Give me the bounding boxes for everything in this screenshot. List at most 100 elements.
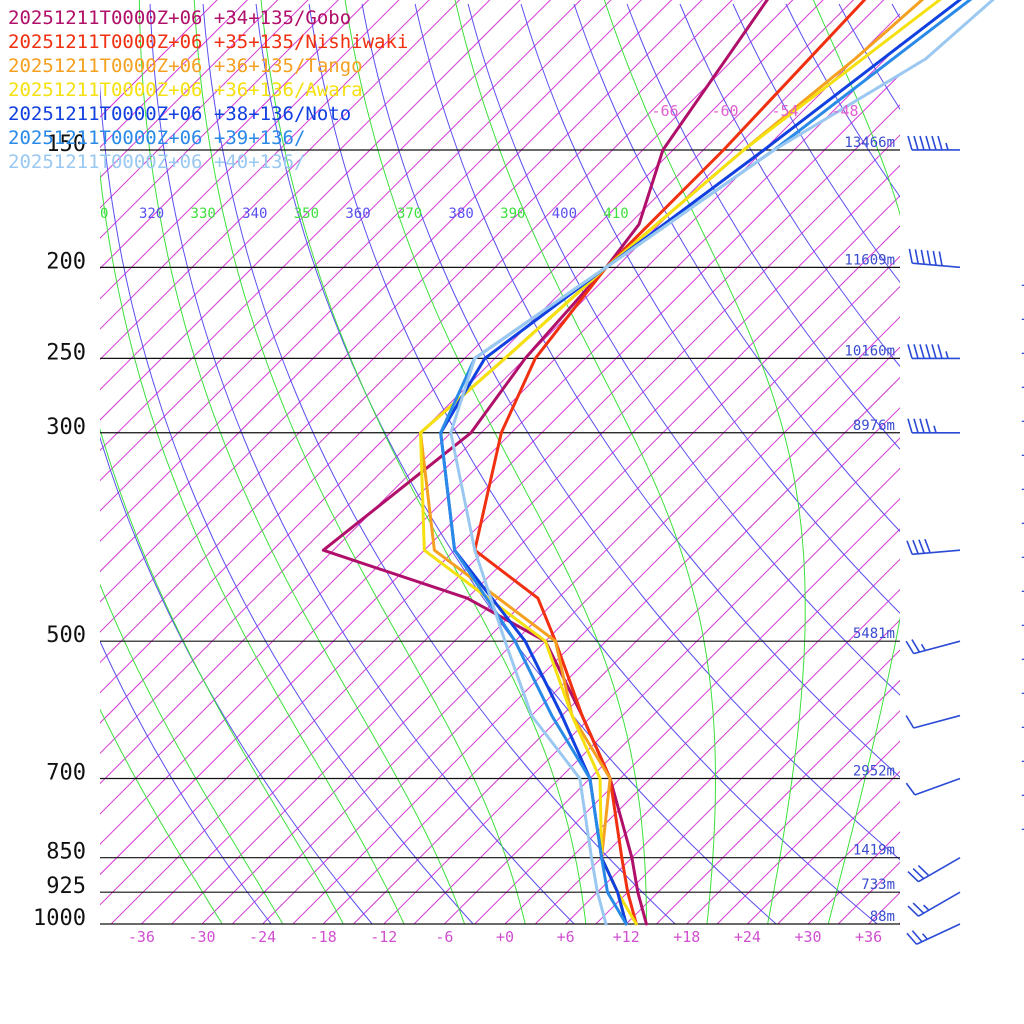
top-isotherm-label: -48 [831,102,858,120]
wind-barb-flag [905,715,915,729]
wind-barb-flag [920,249,925,265]
pressure-label-300: 300 [46,415,86,440]
height-label: 5481m [853,626,895,642]
dry-adiabat-line [626,3,900,450]
wind-barb-flag [937,135,943,151]
moist-adiabat-line [138,0,466,924]
right-edge-glyph: - [1019,411,1024,430]
wind-barb-flag [905,640,915,655]
temperature-tick: +6 [557,928,575,946]
isotherm-line [383,407,900,924]
pressure-label-200: 200 [46,249,86,274]
wind-barb-flag [925,344,931,359]
wind-barb-staff [912,549,961,556]
temperature-tick: +24 [734,928,761,946]
pressure-label-700: 700 [46,760,86,785]
isotherm-line [565,588,900,924]
dry-adiabat-line [100,436,373,924]
temperature-tick: -24 [249,928,276,946]
wind-barb-flag [925,418,931,433]
temperature-tick: -30 [188,928,215,946]
profile-line [449,0,995,926]
right-edge-glyph: - [1019,547,1024,566]
wind-barb [905,714,961,729]
wind-barb [906,923,961,946]
isotherm-line [100,0,642,542]
theta-label: 410 [603,206,628,222]
temperature-tick: +18 [673,928,700,946]
dry-adiabat-line [520,3,900,614]
height-label: 11609m [844,252,895,268]
moist-adiabat-line [100,583,284,924]
isotherm-line [292,316,900,924]
wind-barb [907,891,961,917]
wind-barb-flag [931,135,937,151]
isotherm-line [716,740,900,924]
wind-barb-half [923,904,930,911]
legend-entry: 20251211T0000Z+06 +38+136/Noto [8,103,351,125]
wind-barb-half [921,933,928,940]
wind-barb-flag [908,248,913,264]
isotherm-line [100,0,673,573]
legend-entry: 20251211T0000Z+06 +36+136/Awara [8,79,363,101]
wind-barb-flag [926,250,931,265]
isotherm-line [100,0,794,694]
isotherm-line [322,346,900,924]
moist-adiabat-line [260,0,587,924]
wind-barb-staff [913,714,961,729]
isotherm-line [171,194,900,924]
temperature-profiles [321,0,995,926]
dry-adiabat-line [891,3,900,20]
height-label: 8976m [853,418,895,434]
isotherm-line [353,376,900,924]
right-edge-glyph: - [1019,615,1024,634]
theta-label: 340 [242,206,267,222]
isotherm-line [474,497,900,924]
wind-barb-staff [913,640,961,655]
right-edge-glyph: - [1019,479,1024,498]
theta-label: 350 [294,206,319,222]
pressure-label-1000: 1000 [33,906,86,931]
isotherm-line [100,0,733,633]
isotherm-line [100,0,764,664]
wind-barb [907,418,960,434]
isotherm-line [100,0,339,239]
wind-barb [905,777,961,796]
theta-label: 380 [449,206,474,222]
moist-adiabat-lines [100,0,900,924]
wind-barb-half [920,643,926,651]
right-edge-glyph: - [1019,377,1024,396]
moist-adiabat-line [100,169,405,924]
wind-barbs [905,135,961,946]
theta-label: 0 [100,206,108,222]
wind-barb [908,248,961,269]
theta-label: 320 [139,206,164,222]
theta-labels: 0 320 330 340 350 360 370 380 390 400 410 [100,206,629,222]
temperature-tick: -6 [435,928,453,946]
moist-adiabat-line [812,0,900,924]
isotherm-line [595,619,900,924]
height-labels: 16058m13466m11609m10160m8976m5481m2952m1… [844,135,895,925]
isotherm-line [100,0,885,785]
right-edge-glyph: - [1019,343,1024,362]
isotherm-line [100,0,218,118]
right-edge-glyph: - [1019,751,1024,770]
dry-adiabat-line [202,3,676,924]
right-edge-glyph: - [1019,819,1024,838]
wind-barb-staff [916,923,961,946]
isotherm-line [686,710,900,924]
theta-label: 330 [191,206,216,222]
wind-barb-staff [918,856,961,883]
dry-adiabat-line [100,640,272,924]
isotherm-line [100,0,703,603]
top-isotherm-label: -66 [651,102,678,120]
temperature-tick: +12 [613,928,640,946]
wind-barb-flag [907,870,919,883]
temperature-tick: +30 [794,928,821,946]
moist-adiabat-line [100,708,223,924]
isotherm-line [100,0,430,330]
height-label: 88m [870,909,895,925]
height-label: 10160m [844,343,895,359]
height-label: 2952m [853,763,895,779]
